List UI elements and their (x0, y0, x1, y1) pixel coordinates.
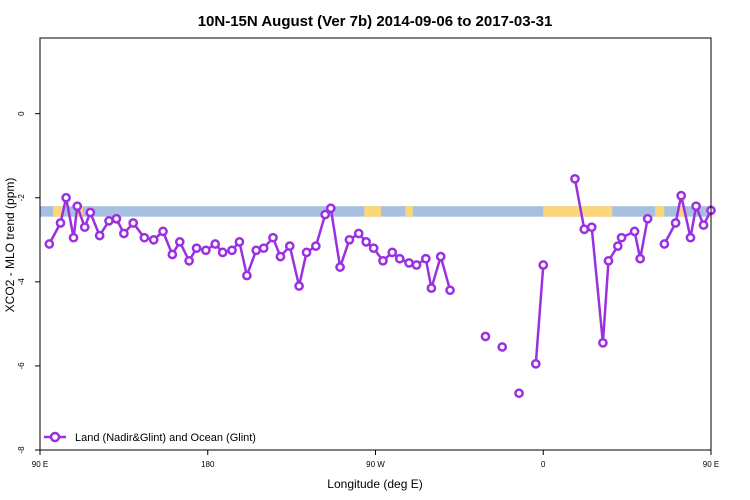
legend: Land (Nadir&Glint) and Ocean (Glint) (44, 431, 256, 444)
data-point (445, 285, 455, 296)
data-point (68, 232, 79, 243)
data-point (642, 213, 653, 224)
data-point (227, 245, 237, 256)
data-point (598, 337, 608, 348)
data-point (368, 243, 379, 254)
x-tick-label: 180 (201, 460, 215, 469)
axes: 90 E 180 90 W 0 90 E 0 -2 -4 -6 -8 (17, 37, 719, 469)
data-point (44, 239, 55, 249)
data-point (217, 247, 228, 258)
data-point (251, 245, 262, 256)
data-point (514, 388, 524, 399)
data-point (361, 237, 372, 247)
data-point (691, 201, 701, 212)
data-point (435, 251, 446, 262)
data-point (530, 358, 541, 369)
data-point (612, 241, 623, 251)
y-tick-label: -6 (17, 362, 26, 370)
data-point (603, 255, 614, 266)
land-segment (364, 206, 382, 217)
data-point (275, 251, 286, 262)
series-line (534, 264, 545, 364)
data-point (670, 218, 681, 228)
data-point (387, 247, 398, 258)
data-point (184, 255, 194, 266)
data-point (158, 226, 168, 237)
chart-title: 10N-15N August (Ver 7b) 2014-09-06 to 20… (198, 13, 553, 30)
data-point (234, 237, 245, 247)
land-segment (655, 206, 665, 217)
data-point (268, 232, 278, 243)
data-point (201, 245, 211, 256)
data-point (139, 232, 150, 243)
legend-marker-swatch (49, 431, 61, 443)
y-tick-label: 0 (17, 111, 26, 116)
data-point (629, 226, 640, 237)
data-point (191, 243, 202, 254)
data-point (55, 218, 66, 228)
data-point (85, 207, 96, 218)
x-axis-label: Longitude (deg E) (327, 477, 422, 491)
data-point (325, 203, 336, 214)
data-point (128, 218, 139, 228)
data-point (497, 342, 508, 352)
data-point (378, 255, 388, 266)
y-tick-label: -4 (17, 278, 26, 286)
data-point (538, 260, 549, 270)
data-point (301, 247, 312, 258)
data-point (294, 281, 304, 291)
data-point (616, 232, 627, 243)
land-segment (679, 206, 685, 217)
data-point (104, 216, 114, 226)
data-point (258, 243, 269, 254)
data-point (659, 239, 670, 249)
data-point (480, 331, 491, 342)
data-point (579, 224, 590, 235)
land-segment (405, 206, 413, 217)
data-point (335, 262, 345, 272)
data-point (174, 237, 185, 247)
plot-area (40, 173, 716, 399)
data-point (111, 213, 122, 224)
data-point (570, 173, 580, 184)
x-tick-label: 90 E (703, 460, 719, 469)
data-point (242, 270, 252, 281)
data-point (210, 239, 221, 249)
data-point (586, 222, 597, 233)
data-point (148, 234, 159, 245)
data-point (167, 249, 178, 260)
data-point (698, 220, 709, 230)
data-point (353, 228, 364, 239)
x-tick-label: 0 (541, 460, 546, 469)
data-point (635, 253, 646, 264)
data-point (685, 232, 696, 243)
data-point (311, 241, 321, 251)
data-point (420, 253, 431, 264)
y-axis-label: XCO2 - MLO trend (ppm) (3, 178, 17, 313)
data-point (61, 192, 71, 203)
data-point (411, 260, 422, 270)
data-point (676, 190, 687, 201)
data-point (284, 241, 295, 251)
data-point (320, 209, 331, 220)
x-tick-label: 90 W (366, 460, 385, 469)
data-point (394, 253, 405, 264)
data-point (344, 234, 355, 245)
land-segment (53, 206, 63, 217)
y-tick-label: -8 (17, 446, 26, 454)
x-tick-label: 90 E (32, 460, 48, 469)
data-point (79, 222, 90, 233)
data-point (94, 230, 105, 241)
y-tick-label: -2 (17, 194, 26, 202)
data-point (426, 283, 437, 293)
data-point (404, 258, 414, 268)
data-point (119, 228, 129, 239)
legend-label: Land (Nadir&Glint) and Ocean (Glint) (75, 432, 256, 444)
land-segment (543, 206, 613, 217)
data-point (72, 201, 83, 212)
